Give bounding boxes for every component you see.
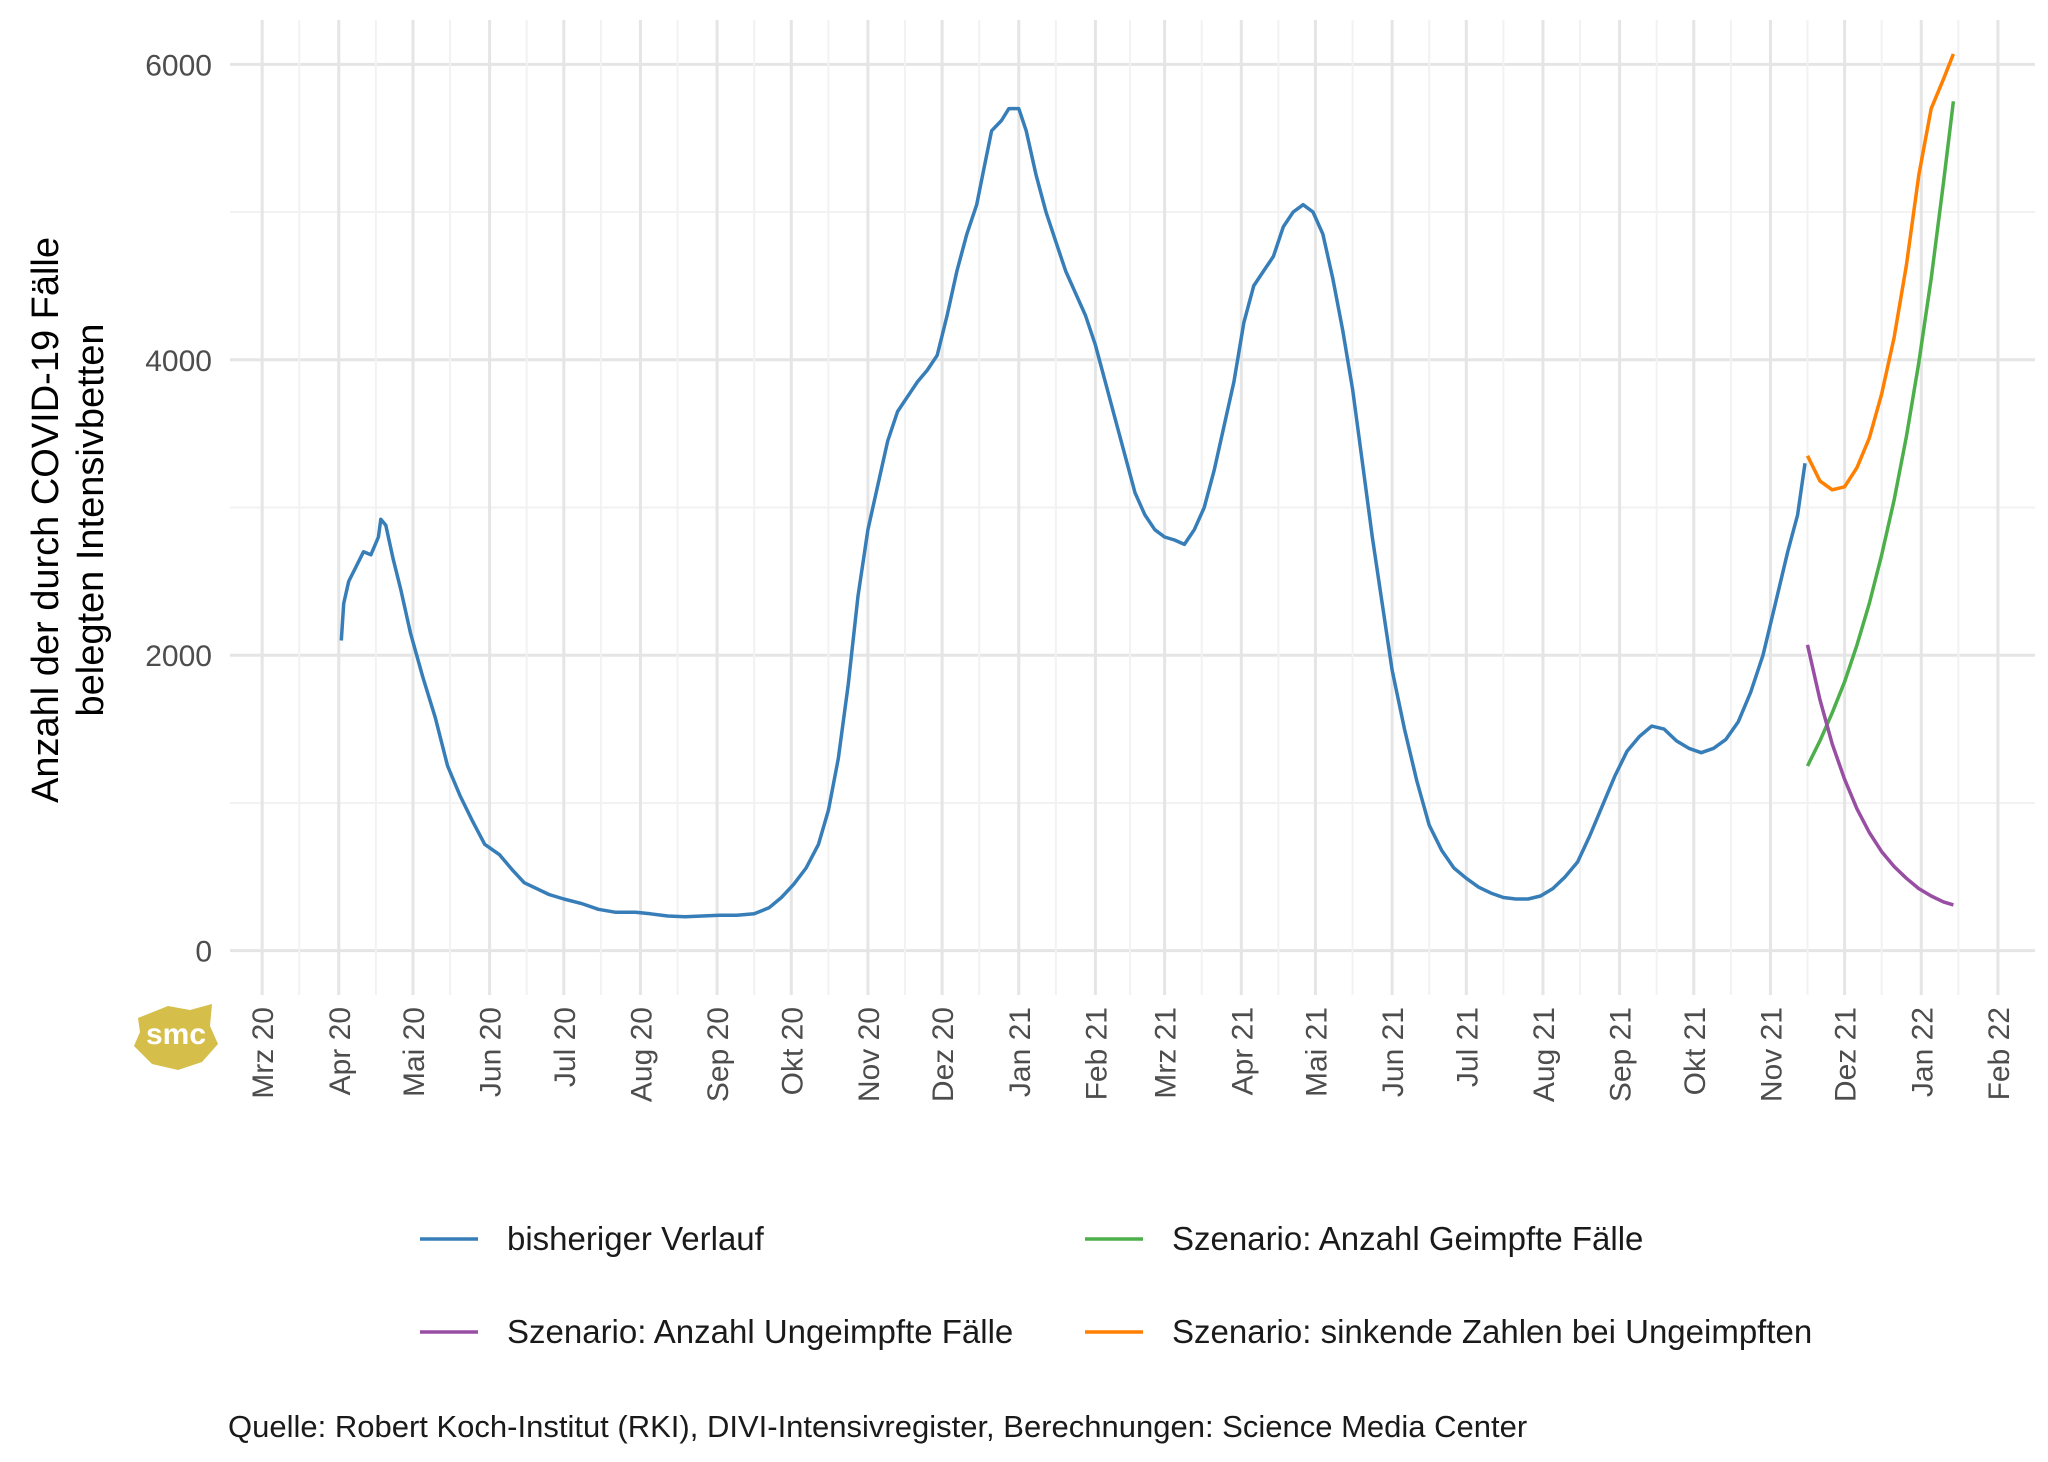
smc-logo-shape <box>134 1004 218 1070</box>
x-tick-label: Jan 22 <box>1906 1007 1939 1097</box>
x-tick-label: Okt 20 <box>776 1007 809 1095</box>
x-tick-label: Sep 21 <box>1605 1007 1638 1102</box>
grid <box>230 20 2035 995</box>
x-tick-label: Mai 20 <box>398 1007 431 1097</box>
y-axis-label: Anzahl der durch COVID-19 Fälle belegten… <box>25 237 112 803</box>
x-tick-label: Feb 22 <box>1983 1007 2016 1100</box>
x-tick-label: Okt 21 <box>1679 1007 1712 1095</box>
series-line-2 <box>1805 644 1954 907</box>
x-tick-label: Dez 21 <box>1830 1007 1863 1102</box>
caption: Quelle: Robert Koch-Institut (RKI), DIVI… <box>228 1409 1527 1444</box>
legend: bisheriger Verlauf Szenario: Anzahl Geimp… <box>420 1220 1812 1350</box>
x-tick-label: Feb 21 <box>1080 1007 1113 1100</box>
x-axis-ticks: Mrz 20 Apr 20 Mai 20 Jun 20 Jul 20 Aug 20 Sep … <box>247 1007 2016 1102</box>
y-tick-label: 6000 <box>145 49 212 82</box>
smc-logo: smc <box>134 1004 218 1070</box>
y-axis-label-line1: Anzahl der durch COVID-19 Fälle <box>25 237 67 803</box>
x-tick-label: Mrz 21 <box>1150 1007 1183 1099</box>
y-tick-label: 2000 <box>145 640 212 673</box>
series-lines <box>339 53 1956 919</box>
x-tick-label: Mrz 20 <box>247 1007 280 1099</box>
y-axis-label-line2: belegten Intensivbetten <box>70 324 112 717</box>
y-tick-label: 4000 <box>145 345 212 378</box>
x-tick-label: Jul 21 <box>1451 1007 1484 1087</box>
x-tick-label: Aug 21 <box>1528 1007 1561 1102</box>
y-tick-label: 0 <box>195 936 212 969</box>
x-tick-label: Aug 20 <box>625 1007 658 1102</box>
series-line-0 <box>339 106 1807 919</box>
x-tick-label: Apr 20 <box>324 1007 357 1095</box>
smc-logo-text: smc <box>146 1018 206 1051</box>
x-tick-label: Jan 21 <box>1004 1007 1037 1097</box>
x-tick-label: Mai 21 <box>1300 1007 1333 1097</box>
x-tick-label: Nov 20 <box>853 1007 886 1102</box>
y-axis-ticks: 0 2000 4000 6000 <box>145 49 212 968</box>
x-tick-label: Jul 20 <box>549 1007 582 1087</box>
x-tick-label: Apr 21 <box>1226 1007 1259 1095</box>
x-tick-label: Jun 21 <box>1377 1007 1410 1097</box>
x-tick-label: Sep 20 <box>702 1007 735 1102</box>
legend-label-0: bisheriger Verlauf <box>507 1220 765 1257</box>
legend-label-2: Szenario: Anzahl Ungeimpfte Fälle <box>507 1313 1013 1350</box>
legend-label-1: Szenario: Anzahl Geimpfte Fälle <box>1172 1220 1643 1257</box>
series-line-1 <box>1805 101 1956 767</box>
x-tick-label: Jun 20 <box>475 1007 508 1097</box>
x-tick-label: Dez 20 <box>927 1007 960 1102</box>
legend-label-3: Szenario: sinkende Zahlen bei Ungeimpfte… <box>1172 1313 1812 1350</box>
series-line-3 <box>1805 53 1956 492</box>
x-tick-label: Nov 21 <box>1755 1007 1788 1102</box>
